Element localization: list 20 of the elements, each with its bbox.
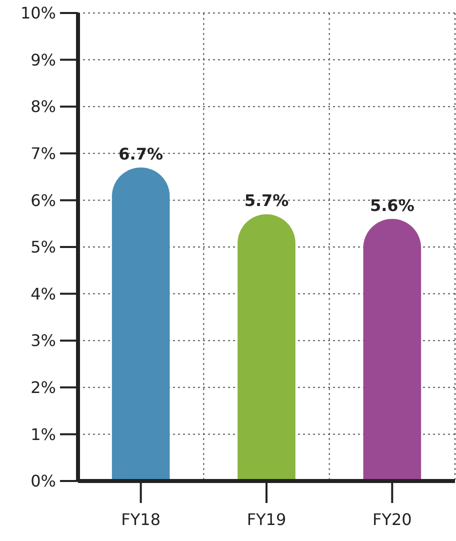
y-tick-label: 7% [30,144,56,163]
data-label: 5.7% [244,191,289,210]
x-tick-label: FY18 [121,510,161,529]
y-tick-label: 1% [30,424,56,444]
x-tick-label: FY20 [372,510,412,529]
bar [238,214,296,481]
y-tick-label: 4% [30,284,56,304]
data-label: 5.6% [370,196,414,215]
y-tick-label: 6% [30,190,56,210]
bar [112,167,170,481]
data-label: 6.7% [118,144,164,164]
bar [363,218,422,481]
y-tick-label: 10% [20,4,56,23]
y-tick-label: 2% [30,378,56,397]
x-tick-label: FY19 [246,510,286,529]
y-tick-label: 0% [30,472,56,491]
y-tick-label: 9% [30,50,56,70]
y-tick-label: 8% [30,97,56,116]
y-tick-label: 3% [30,331,56,350]
y-tick-label: 5% [30,238,56,257]
